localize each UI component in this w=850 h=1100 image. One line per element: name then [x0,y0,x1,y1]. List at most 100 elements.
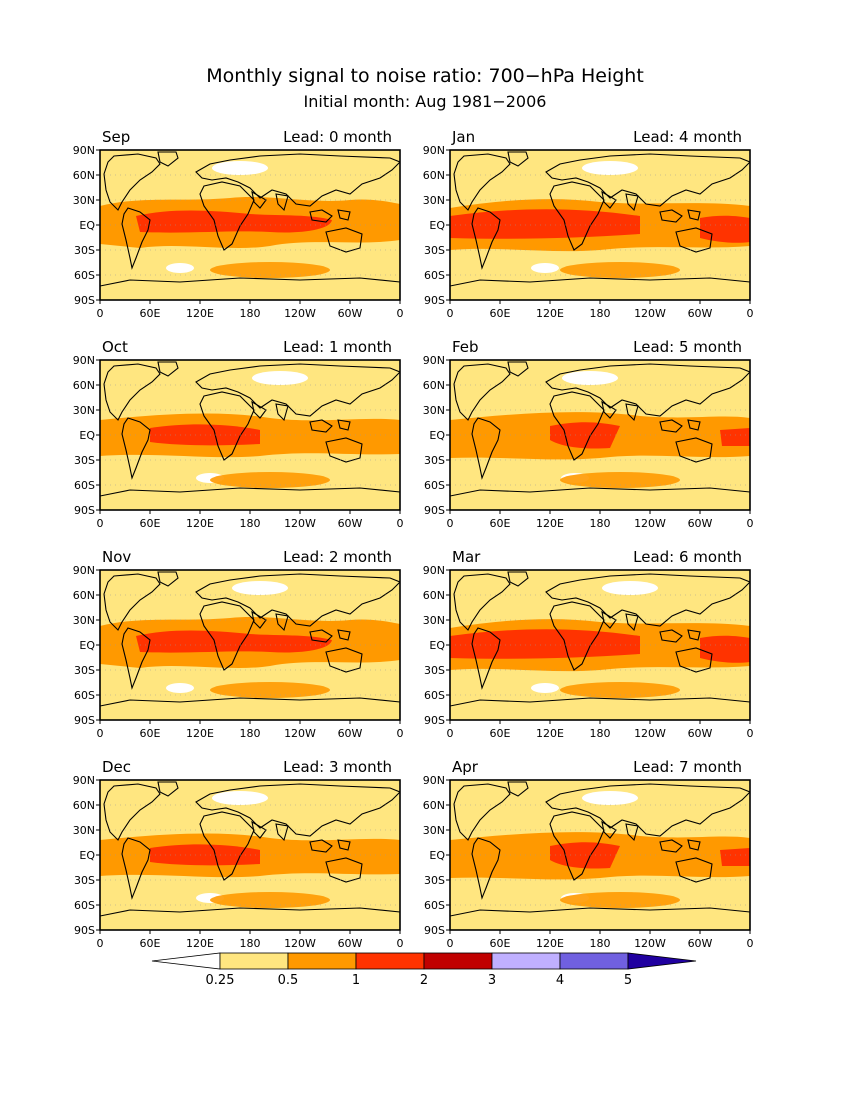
lon-tick-label: 0 [97,937,104,950]
southern-orange-band [560,472,680,488]
lon-tick-label: 60E [140,517,161,530]
lat-tick-label: 60N [73,799,95,812]
panel-month-label: Dec [102,758,131,776]
panel-month-label: Mar [452,548,481,566]
low-ratio-patch [602,581,658,595]
lat-tick-label: EQ [79,429,95,442]
lon-tick-label: 120W [284,727,316,740]
lat-tick-label: 90S [74,294,95,307]
lat-tick-label: 30N [73,614,95,627]
lon-tick-label: 180 [240,307,261,320]
lat-tick-label: 30S [424,244,445,257]
colorbar-low-triangle [151,952,221,970]
lat-tick-label: EQ [79,849,95,862]
lat-tick-label: 30N [423,824,445,837]
lat-tick-label: 30S [424,874,445,887]
lat-tick-label: 60N [73,379,95,392]
lat-tick-label: 30N [423,404,445,417]
southern-orange-band [210,682,330,698]
lon-tick-label: 120W [284,937,316,950]
lon-tick-label: 120E [186,727,214,740]
low-ratio-patch [232,581,288,595]
lon-tick-label: 120E [186,937,214,950]
low-ratio-patch [582,161,638,175]
lat-tick-label: 30S [74,454,95,467]
lon-tick-label: 120E [186,517,214,530]
low-ratio-patch [166,683,194,693]
lon-tick-label: 120E [536,937,564,950]
figure-subtitle: Initial month: Aug 1981−2006 [304,92,547,111]
lat-tick-label: 60S [74,479,95,492]
lon-tick-label: 60W [688,307,713,320]
colorbar-level-label: 5 [624,973,632,988]
lat-tick-label: 60N [423,169,445,182]
panel-lead-label: Lead: 0 month [283,128,392,146]
shaded-field [450,570,750,720]
figure-title: Monthly signal to noise ratio: 700−hPa H… [206,65,644,87]
lat-tick-label: 30S [74,664,95,677]
lon-tick-label: 180 [590,307,611,320]
lon-tick-label: 60E [490,727,511,740]
lat-tick-label: 90S [424,714,445,727]
lon-tick-label: 120E [536,517,564,530]
low-ratio-patch [562,371,618,385]
lat-tick-label: EQ [429,849,445,862]
southern-orange-band [210,472,330,488]
lon-tick-label: 60W [688,727,713,740]
southern-orange-band [210,262,330,278]
lon-tick-label: 60W [338,937,363,950]
lat-tick-label: 90N [423,354,445,367]
panel-lead-label: Lead: 6 month [633,548,742,566]
lat-tick-label: 90N [73,564,95,577]
panel-lead-label: Lead: 1 month [283,338,392,356]
lon-tick-label: 60W [338,517,363,530]
lon-tick-label: 0 [747,937,754,950]
lat-tick-label: 30S [424,664,445,677]
red-core [136,630,332,653]
low-ratio-patch [212,161,268,175]
lat-tick-label: 90N [73,144,95,157]
shaded-field [100,780,400,930]
southern-orange-band [560,892,680,908]
lat-tick-label: 30N [73,824,95,837]
lon-tick-label: 120W [634,517,666,530]
colorbar-level-label: 4 [556,973,564,988]
lat-tick-label: 60S [424,479,445,492]
lat-tick-label: 90S [424,924,445,937]
lat-tick-label: 90N [423,564,445,577]
colorbar-swatch [287,952,357,970]
lon-tick-label: 0 [747,727,754,740]
lat-tick-label: 60N [73,169,95,182]
colorbar-level-label: 3 [488,973,496,988]
lon-tick-label: 0 [447,727,454,740]
colorbar-swatch [219,952,289,970]
lat-tick-label: 60S [424,689,445,702]
lon-tick-label: 60W [688,937,713,950]
lat-tick-label: 90S [74,714,95,727]
lat-tick-label: 60S [74,689,95,702]
lon-tick-label: 60E [140,937,161,950]
lon-tick-label: 0 [397,307,404,320]
panel-lead-label: Lead: 7 month [633,758,742,776]
lon-tick-label: 60E [490,937,511,950]
low-ratio-patch [531,263,559,273]
lat-tick-label: 60S [424,269,445,282]
lat-tick-label: 60N [423,799,445,812]
southern-orange-band [210,892,330,908]
lat-tick-label: EQ [429,639,445,652]
panel-month-label: Feb [452,338,479,356]
lat-tick-label: 60S [424,899,445,912]
southern-orange-band [560,262,680,278]
lon-tick-label: 0 [97,727,104,740]
lat-tick-label: 30N [423,194,445,207]
lat-tick-label: 90S [74,504,95,517]
lon-tick-label: 60E [490,307,511,320]
red-core [550,422,750,449]
panel-month-label: Oct [102,338,128,356]
red-core [450,629,750,663]
colorbar-high-triangle [627,952,697,970]
lon-tick-label: 0 [397,937,404,950]
colorbar-swatch [491,952,561,970]
